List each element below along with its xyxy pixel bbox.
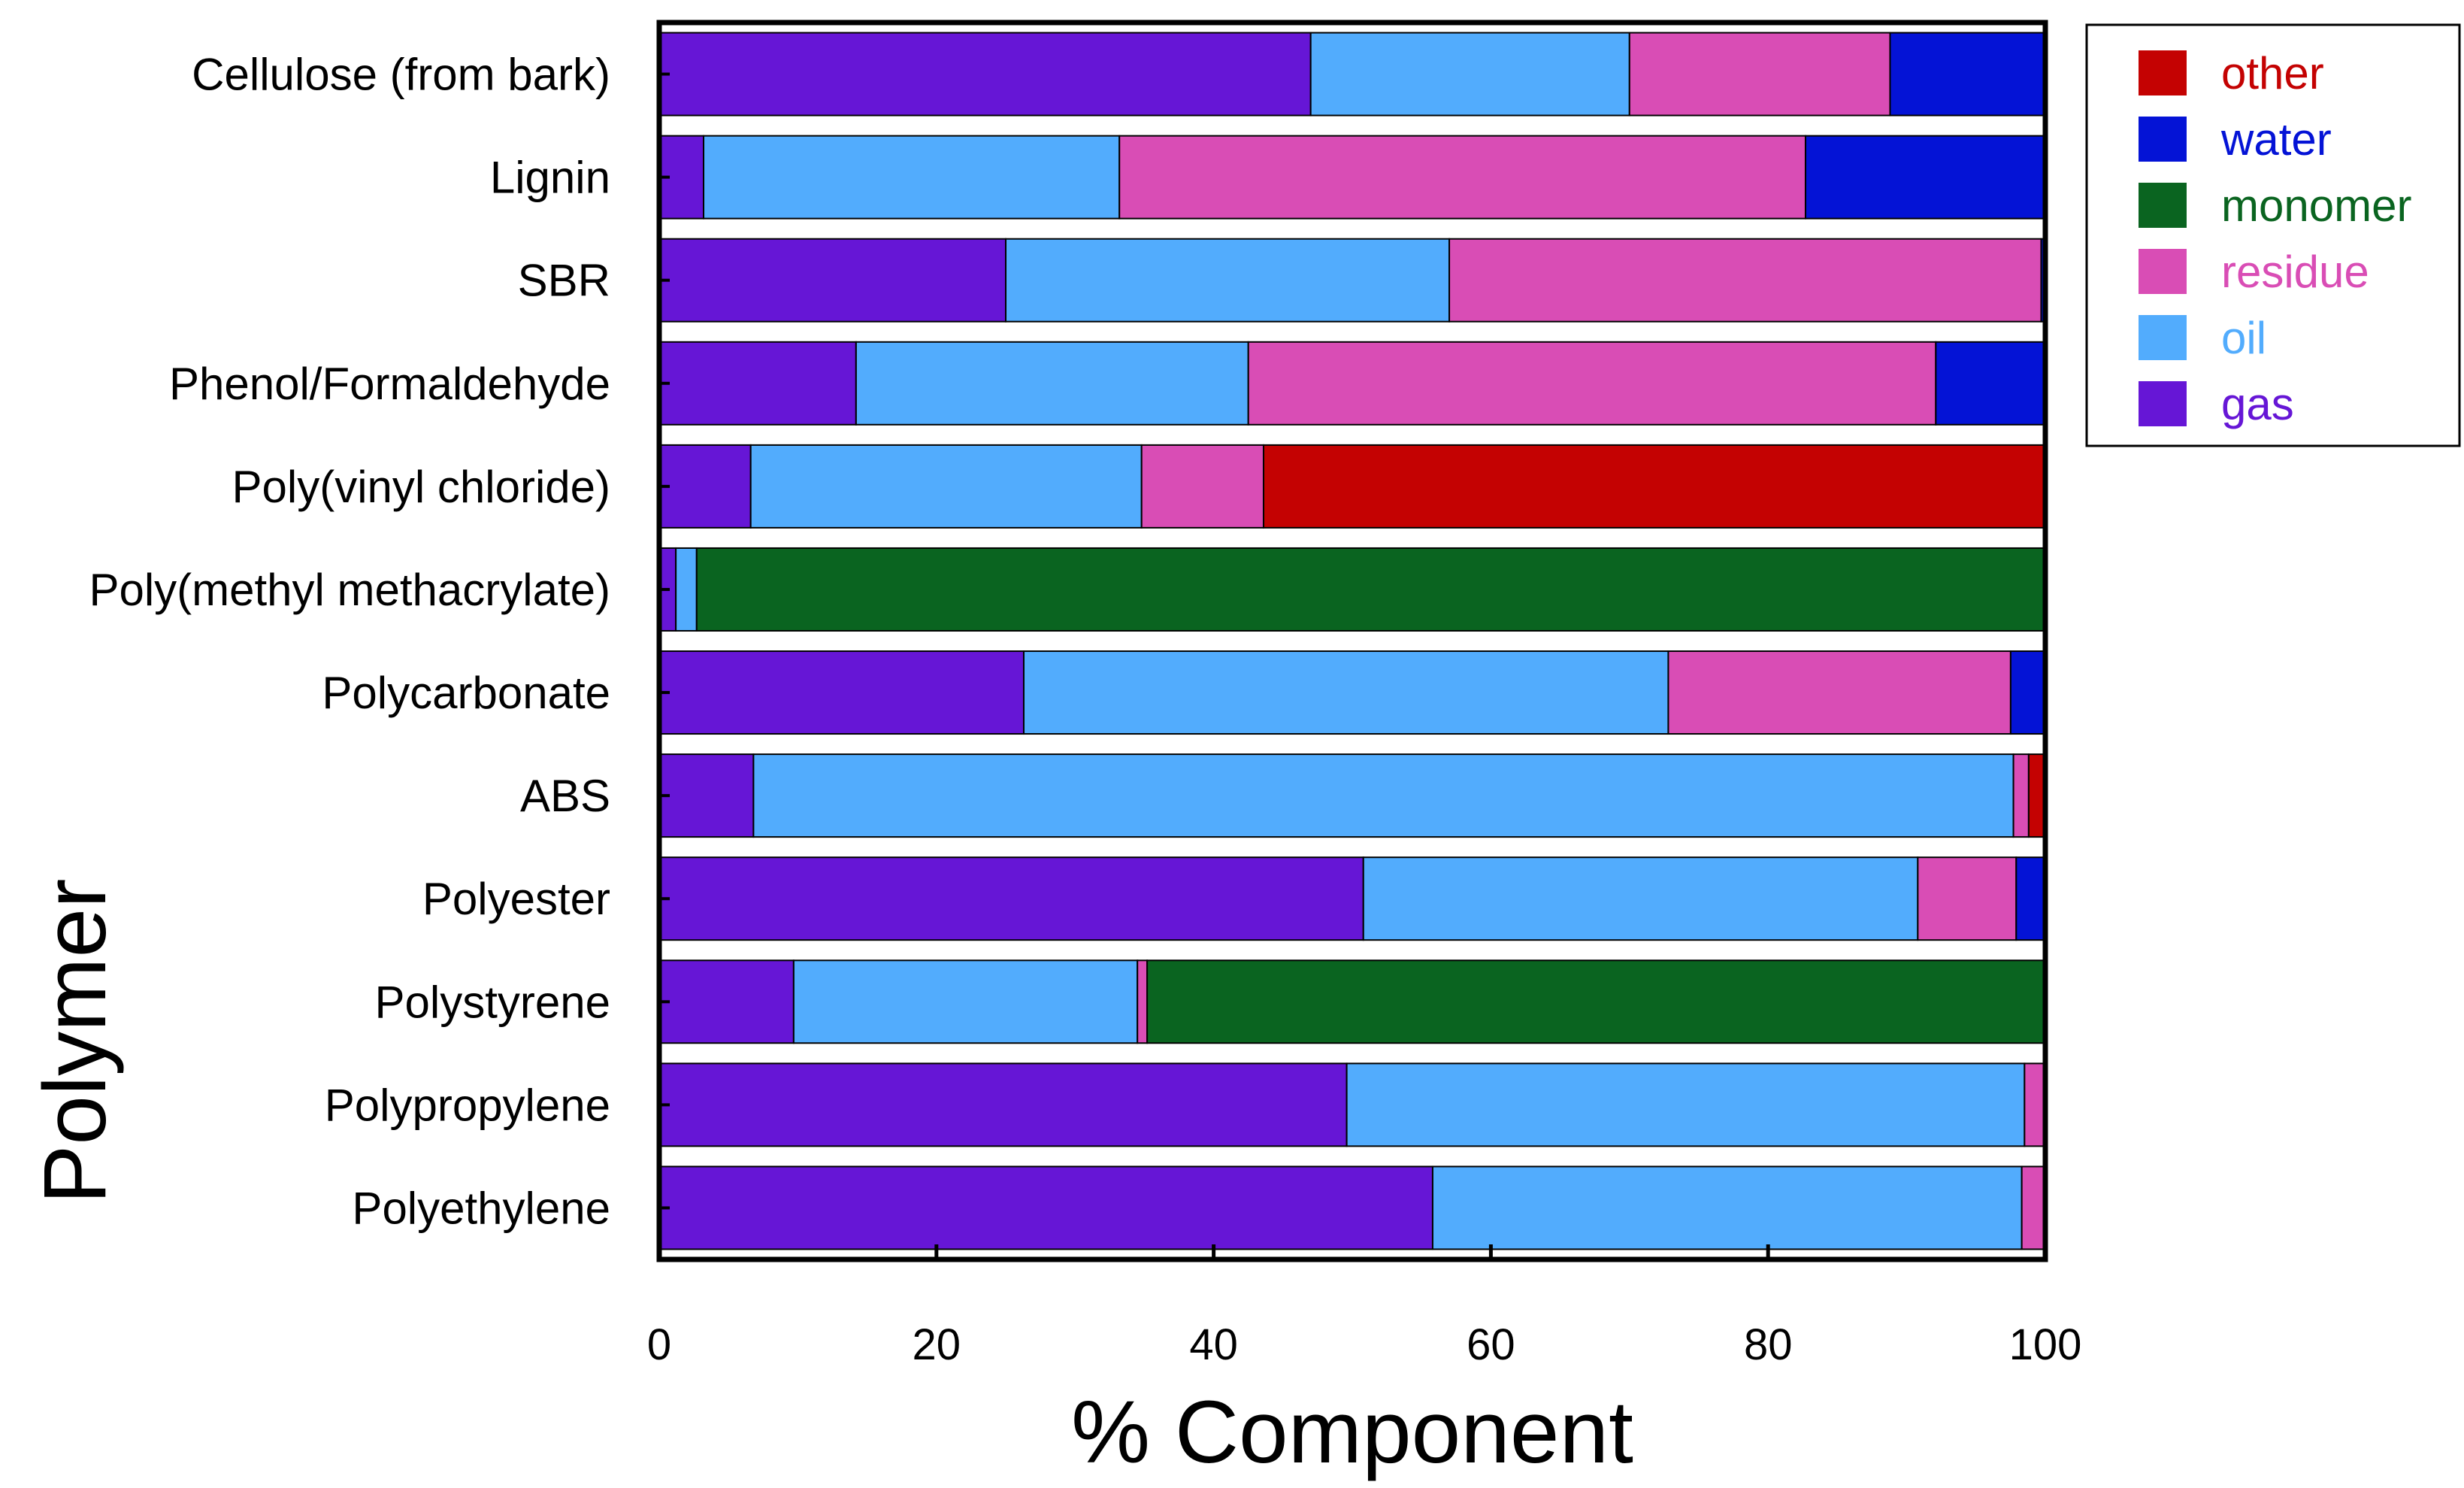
bar-abs-oil — [752, 753, 2014, 838]
bar-polypropylene-residue — [2024, 1062, 2047, 1147]
bar-lignin-oil — [703, 135, 1121, 220]
legend: other water monomer residue oil gas — [2085, 23, 2461, 447]
bar-phenol-formaldehyde-water — [1935, 341, 2047, 426]
bar-cellulose-from-bark-oil — [1309, 32, 1630, 117]
bars-layer — [658, 32, 2047, 1250]
bar-cellulose-from-bark-gas — [658, 32, 1312, 117]
bar-polyethylene-gas — [658, 1165, 1433, 1250]
y-tick-label: Polystyrene — [375, 977, 610, 1027]
x-tick-label: 20 — [913, 1320, 961, 1369]
legend-swatch-oil — [2139, 315, 2187, 360]
y-tick-label: Poly(methyl methacrylate) — [89, 565, 610, 615]
bar-sbr-gas — [658, 238, 1006, 323]
bar-phenol-formaldehyde-oil — [855, 341, 1249, 426]
bar-polyester-gas — [658, 856, 1364, 941]
bar-abs-gas — [658, 753, 755, 838]
bar-phenol-formaldehyde-residue — [1247, 341, 1937, 426]
bar-polyester-residue — [1917, 856, 2018, 941]
bar-polycarbonate-gas — [658, 650, 1025, 735]
y-tick-label: Polyester — [422, 874, 610, 924]
y-tick-label: Polypropylene — [325, 1080, 610, 1130]
plot-frame — [656, 20, 2048, 1262]
y-tick-label: Lignin — [490, 153, 610, 203]
bar-poly-vinyl-chloride-gas — [658, 444, 752, 529]
bar-lignin-water — [1804, 135, 2046, 220]
y-tick-label: SBR — [518, 256, 610, 306]
bar-sbr-residue — [1448, 238, 2042, 323]
bar-cellulose-from-bark-residue — [1628, 32, 1891, 117]
bar-polycarbonate-residue — [1667, 650, 2011, 735]
y-tick-label: Poly(vinyl chloride) — [232, 462, 611, 512]
x-tick-label: 40 — [1189, 1320, 1238, 1369]
bar-polypropylene-gas — [658, 1062, 1348, 1147]
bar-polystyrene-gas — [658, 959, 795, 1044]
x-tick-label: 100 — [2009, 1320, 2082, 1369]
y-axis-category-labels: Cellulose (from bark) Lignin SBR Phenol/For… — [89, 50, 670, 1233]
legend-swatch-monomer — [2139, 183, 2187, 228]
bar-phenol-formaldehyde-gas — [658, 341, 857, 426]
y-tick-label: ABS — [520, 771, 610, 821]
bar-polystyrene-oil — [792, 959, 1139, 1044]
legend-swatch-residue — [2139, 249, 2187, 294]
bar-poly-methyl-methacrylate-oil — [675, 547, 698, 632]
bar-polycarbonate-oil — [1022, 650, 1669, 735]
legend-label-water: water — [2220, 114, 2332, 165]
bar-polyethylene-oil — [1431, 1165, 2023, 1250]
bar-polyethylene-residue — [2021, 1165, 2046, 1250]
legend-label-monomer: monomer — [2221, 180, 2411, 231]
bar-cellulose-from-bark-water — [1889, 32, 2046, 117]
y-tick-label: Phenol/Formaldehyde — [169, 359, 610, 409]
x-tick-label: 80 — [1744, 1320, 1793, 1369]
x-tick-label: 60 — [1467, 1320, 1515, 1369]
bar-poly-methyl-methacrylate-monomer — [695, 547, 2046, 632]
legend-label-oil: oil — [2221, 313, 2266, 363]
legend-swatch-water — [2139, 117, 2187, 162]
x-axis-ticks: 0 20 40 60 80 100 — [647, 1244, 2082, 1369]
bar-abs-residue — [2012, 753, 2030, 838]
x-tick-label: 0 — [647, 1320, 671, 1369]
bar-poly-vinyl-chloride-other — [1262, 444, 2046, 529]
y-tick-label: Polyethylene — [352, 1183, 610, 1233]
bar-lignin-residue — [1118, 135, 1806, 220]
bar-polypropylene-oil — [1346, 1062, 2026, 1147]
y-axis-title: Polymer — [26, 879, 125, 1205]
legend-label-residue: residue — [2221, 247, 2369, 297]
bar-polyester-oil — [1362, 856, 1919, 941]
bar-polycarbonate-water — [2009, 650, 2046, 735]
bar-poly-vinyl-chloride-oil — [749, 444, 1143, 529]
bar-polystyrene-monomer — [1146, 959, 2046, 1044]
y-tick-label: Cellulose (from bark) — [192, 50, 610, 100]
legend-swatch-gas — [2139, 381, 2187, 426]
x-axis-title: % Component — [1071, 1383, 1633, 1482]
bar-sbr-oil — [1005, 238, 1451, 323]
legend-label-other: other — [2221, 48, 2324, 98]
bar-polyester-water — [2015, 856, 2047, 941]
y-tick-label: Polycarbonate — [322, 668, 610, 718]
bar-polystyrene-residue — [1137, 959, 1149, 1044]
legend-swatch-other — [2139, 50, 2187, 95]
legend-label-gas: gas — [2221, 379, 2294, 429]
bar-poly-vinyl-chloride-residue — [1140, 444, 1264, 529]
